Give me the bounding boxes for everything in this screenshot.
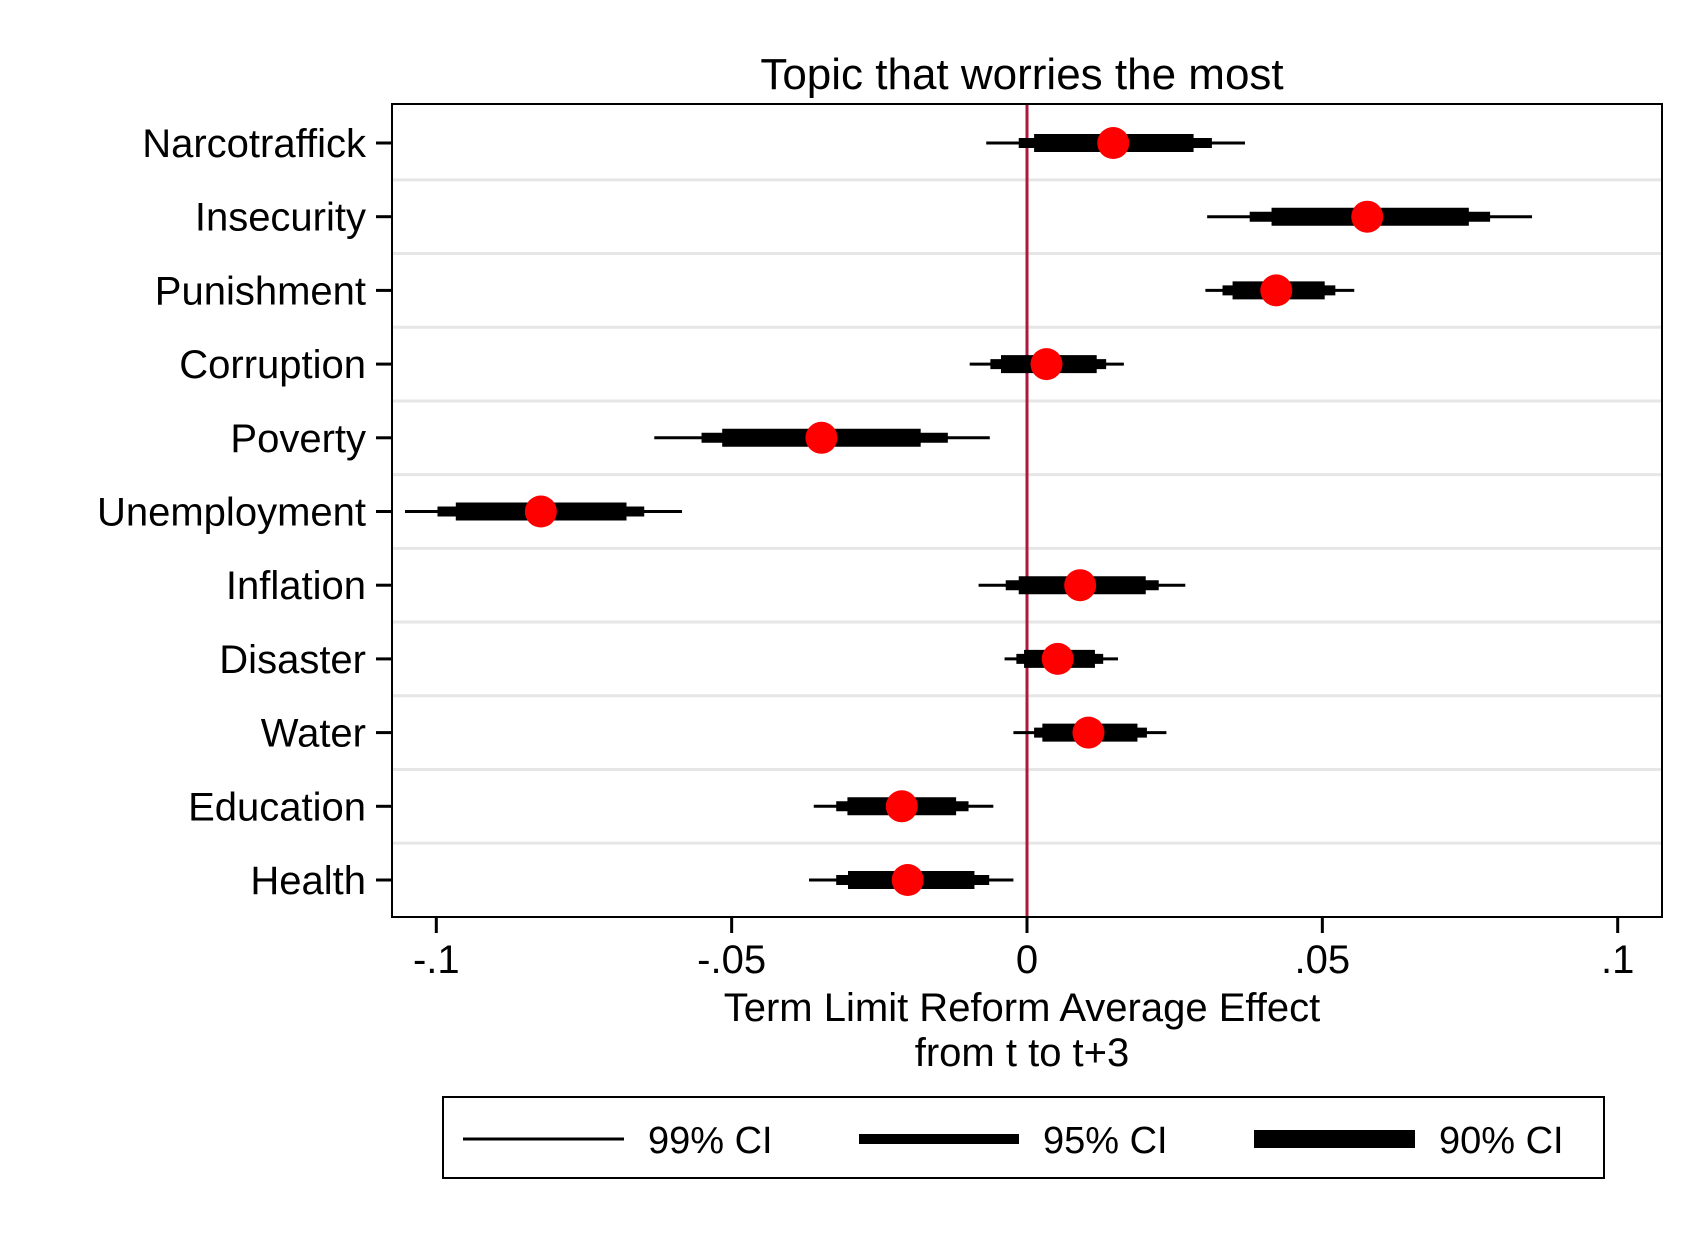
estimate-point-health <box>891 864 924 896</box>
y-tick-label-education: Education <box>188 785 366 829</box>
y-tick-label-narcotraffick: Narcotraffick <box>142 122 367 166</box>
y-tick-label-poverty: Poverty <box>230 417 366 461</box>
x-tick-label: -.1 <box>413 938 460 982</box>
y-tick-label-disaster: Disaster <box>219 638 366 682</box>
legend-label-90ci: 90% CI <box>1439 1120 1564 1162</box>
x-tick-label: 0 <box>1016 938 1038 982</box>
estimate-point-insecurity <box>1351 200 1384 233</box>
estimate-point-inflation <box>1064 569 1097 602</box>
x-axis-label-line2: from t to t+3 <box>915 1031 1130 1075</box>
x-tick-label: -.05 <box>697 938 766 982</box>
point-estimates <box>524 127 1384 896</box>
y-tick-label-insecurity: Insecurity <box>195 196 366 240</box>
y-tick-label-punishment: Punishment <box>155 269 366 313</box>
x-axis: -.1 -.05 0 .05 .1 <box>413 917 1634 982</box>
legend: 99% CI 95% CI 90% CI <box>442 1096 1605 1179</box>
estimate-point-education <box>885 790 918 823</box>
estimate-point-water <box>1072 716 1105 749</box>
estimate-point-unemployment <box>524 495 557 528</box>
y-tick-label-corruption: Corruption <box>179 343 366 387</box>
legend-label-95ci: 95% CI <box>1043 1120 1168 1162</box>
legend-label-99ci: 99% CI <box>648 1120 773 1162</box>
x-axis-label-line1: Term Limit Reform Average Effect <box>724 986 1321 1030</box>
x-tick-label: .1 <box>1601 938 1634 982</box>
estimate-point-punishment <box>1260 274 1293 307</box>
y-tick-label-health: Health <box>250 859 366 903</box>
y-axis: Narcotraffick Insecurity Punishment Corrupt… <box>97 122 392 903</box>
y-tick-label-inflation: Inflation <box>226 564 366 608</box>
estimate-point-narcotraffick <box>1097 127 1130 159</box>
estimate-point-disaster <box>1041 642 1074 675</box>
estimate-point-corruption <box>1030 348 1063 381</box>
y-tick-label-water: Water <box>261 712 366 756</box>
chart-title: Topic that worries the most <box>760 50 1283 99</box>
x-tick-label: .05 <box>1295 938 1351 982</box>
estimate-point-poverty <box>805 421 838 454</box>
y-tick-label-unemployment: Unemployment <box>97 491 366 535</box>
